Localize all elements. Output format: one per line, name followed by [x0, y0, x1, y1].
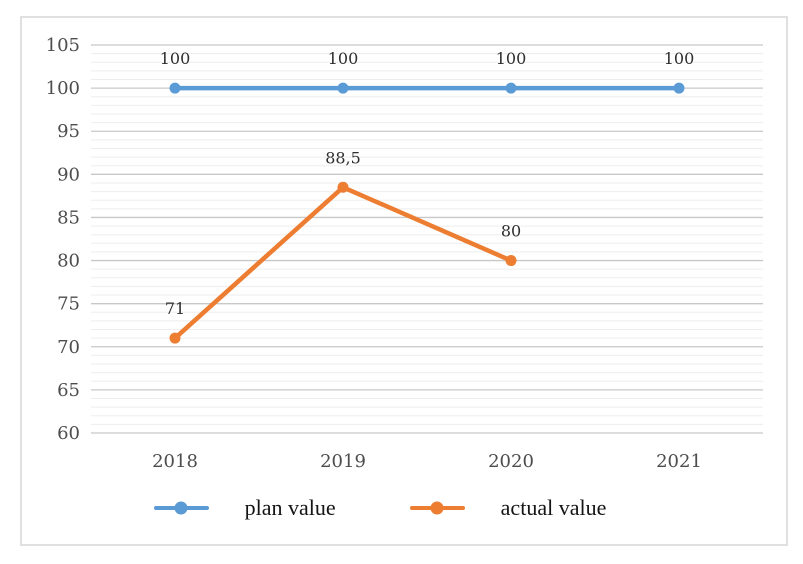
data-point-plan-value-2018 [169, 82, 181, 94]
x-axis-tick-label: 2020 [488, 451, 534, 472]
data-label-plan-value-2019: 100 [328, 49, 359, 68]
legend-dot-swatch [174, 501, 188, 515]
data-label-plan-value-2020: 100 [496, 49, 527, 68]
data-label-plan-value-2021: 100 [664, 49, 695, 68]
y-axis-tick-label: 105 [46, 35, 80, 56]
data-label-actual-value-2019: 88,5 [325, 148, 361, 167]
data-point-actual-value-2018 [169, 332, 181, 344]
y-axis-tick-label: 95 [57, 121, 80, 142]
data-point-plan-value-2020 [505, 82, 517, 94]
data-label-actual-value-2018: 71 [165, 299, 185, 318]
legend-dot-swatch [430, 501, 444, 515]
chart-legend: plan value actual value [0, 497, 762, 519]
x-axis-tick-label: 2019 [320, 451, 366, 472]
data-point-actual-value-2020 [505, 255, 517, 267]
legend-label-plan-value: plan value [244, 495, 336, 520]
data-label-actual-value-2020: 80 [501, 222, 521, 241]
legend-item-plan-value: plan value [153, 495, 336, 520]
plan-value-line-marker-icon [153, 501, 209, 515]
actual-value-line-marker-icon [409, 501, 465, 515]
data-point-plan-value-2021 [673, 82, 685, 94]
chart-frame: 105 100 95 90 85 80 75 70 65 60 2018 2019 2020 2021 10… [20, 16, 788, 546]
data-label-plan-value-2018: 100 [160, 49, 191, 68]
y-axis-tick-label: 65 [57, 380, 80, 401]
y-axis-tick-label: 80 [57, 251, 80, 272]
y-axis-tick-label: 100 [46, 78, 80, 99]
x-axis-tick-label: 2021 [656, 451, 702, 472]
series-line-actual-value [172, 185, 514, 341]
y-axis-tick-label: 70 [57, 337, 80, 358]
data-point-plan-value-2019 [337, 82, 349, 94]
y-axis-tick-label: 90 [57, 164, 80, 185]
legend-label-actual-value: actual value [500, 495, 607, 520]
legend-item-actual-value: actual value [409, 495, 607, 520]
y-axis-tick-label: 75 [57, 294, 80, 315]
x-axis-tick-label: 2018 [152, 451, 198, 472]
y-axis-tick-label: 85 [57, 207, 80, 228]
y-axis-tick-label: 60 [57, 423, 80, 444]
plot-area: 105 100 95 90 85 80 75 70 65 60 2018 2019 2020 2021 10… [46, 35, 763, 472]
data-point-actual-value-2019 [337, 181, 349, 193]
